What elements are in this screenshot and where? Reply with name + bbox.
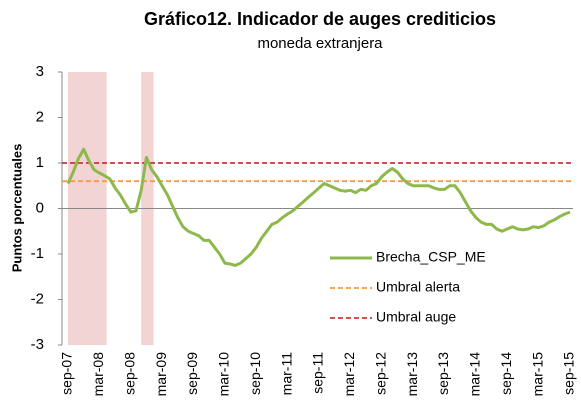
y-tick-label: 1 [36, 154, 44, 171]
x-tick-label: mar-08 [90, 352, 106, 397]
x-tick-label: sep-10 [247, 352, 263, 395]
x-tick-label: sep-07 [59, 352, 75, 395]
x-tick-label: sep-14 [498, 352, 514, 395]
x-tick-label: sep-08 [121, 352, 137, 395]
data-line [66, 147, 571, 267]
y-axis-label: Puntos porcentuales [9, 144, 24, 273]
x-tick-label: mar-10 [216, 352, 232, 397]
legend-label: Umbral auge [376, 309, 456, 325]
x-tick-label: sep-11 [310, 352, 326, 394]
x-tick-label: mar-09 [153, 352, 169, 397]
y-tick-label: -1 [31, 245, 44, 262]
x-tick-label: mar-11 [278, 352, 294, 396]
chart-title: Gráfico12. Indicador de auges crediticio… [144, 9, 496, 29]
y-tick-label: 0 [36, 199, 44, 216]
x-tick-label: mar-13 [404, 352, 420, 397]
x-tick-label: sep-12 [372, 352, 388, 395]
x-tick-label: mar-12 [341, 352, 357, 397]
chart-subtitle: moneda extranjera [257, 35, 383, 52]
x-tick-label: sep-15 [561, 352, 577, 395]
legend-label: Umbral alerta [376, 279, 460, 295]
x-tick-label: mar-15 [529, 352, 545, 397]
x-tick-label: sep-13 [435, 352, 451, 395]
y-tick-label: -2 [31, 290, 44, 307]
x-tick-label: sep-09 [184, 352, 200, 395]
legend-label: Brecha_CSP_ME [376, 249, 486, 265]
x-tick-label: mar-14 [467, 352, 483, 397]
y-tick-label: 3 [36, 63, 44, 80]
y-tick-label: -3 [31, 336, 44, 353]
y-tick-label: 2 [36, 108, 44, 125]
